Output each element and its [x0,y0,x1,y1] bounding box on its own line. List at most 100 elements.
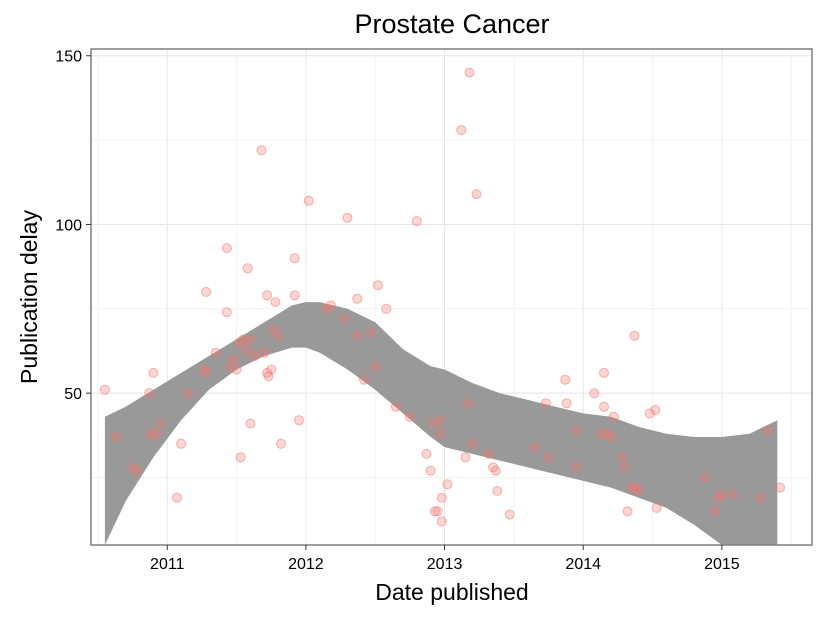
data-point [221,307,232,318]
data-point [490,465,501,476]
data-point [259,347,270,358]
data-point [391,401,401,412]
data-point [644,408,655,419]
data-point [231,364,242,375]
data-point [599,367,609,378]
data-point [709,506,720,517]
x-axis-label: Date published [375,579,528,605]
x-tick-label: 2011 [150,556,185,573]
data-point [276,438,286,449]
data-point [131,465,142,476]
data-point [436,516,447,527]
data-point [325,300,336,311]
data-point [425,465,436,476]
data-point [172,492,182,503]
data-point [242,263,253,274]
data-point [155,418,166,429]
data-point [561,398,572,409]
data-point [464,67,475,78]
data-point [266,364,277,375]
data-point [436,492,447,503]
data-point [342,212,353,223]
data-point [289,253,300,264]
data-point [775,482,786,493]
data-point [617,452,627,463]
data-point [99,384,110,395]
data-point [228,354,239,365]
data-point [256,145,267,156]
data-point [111,432,121,442]
data-point [651,502,662,513]
data-point [762,425,773,436]
data-point [176,438,187,449]
data-point [622,506,633,517]
data-point [294,415,304,426]
data-point [571,462,582,473]
data-point [183,388,194,399]
data-point [571,425,582,436]
data-point [599,401,609,412]
data-point [650,405,661,415]
data-point [608,411,619,422]
data-point [241,344,252,355]
data-point [460,452,471,463]
x-tick-label: 2012 [288,556,324,573]
data-point [366,327,377,338]
data-point [432,506,443,517]
data-points [99,67,786,527]
data-point [596,428,607,439]
y-tick-label: 50 [64,386,82,403]
data-point [352,330,363,341]
data-point [270,297,281,308]
data-point [262,290,273,301]
x-axis-ticks: 2011 2012 2013 2014 2015 [150,545,740,573]
data-point [540,398,551,409]
data-point [370,361,381,372]
data-point [560,374,571,385]
data-point [442,479,453,490]
data-point [245,334,256,345]
plot-border [90,48,813,546]
data-point [483,448,494,459]
data-point [716,489,727,500]
data-point [543,452,554,463]
data-point [151,428,162,439]
data-point [529,442,540,453]
data-point [273,330,284,341]
data-point [421,448,432,459]
data-point [201,286,212,297]
data-point [381,303,392,314]
data-point [145,428,156,439]
data-point [411,216,422,227]
data-point [339,313,350,324]
y-tick-label: 100 [55,217,82,234]
data-point [504,509,515,520]
data-point [245,418,256,429]
confidence-band [104,302,778,545]
data-point [359,374,370,385]
data-point [435,428,446,439]
y-tick-label: 150 [55,49,82,66]
data-point [633,486,644,496]
data-point [456,125,467,135]
data-point [467,438,478,449]
data-point [221,243,232,254]
data-point [373,280,383,291]
data-point [435,415,446,426]
data-point [249,351,260,361]
data-point [728,489,738,500]
data-point [429,506,440,517]
x-tick-label: 2015 [704,556,740,573]
data-point [148,367,159,378]
x-tick-label: 2014 [565,556,601,573]
data-point [700,472,711,483]
y-axis-ticks: 50 100 150 [55,49,91,403]
x-tick-label: 2013 [427,556,463,573]
data-point [404,411,415,422]
data-point [606,432,616,442]
data-point [289,290,300,301]
data-point [238,334,249,345]
data-point [619,462,630,473]
data-point [303,195,314,206]
data-point [492,486,503,496]
